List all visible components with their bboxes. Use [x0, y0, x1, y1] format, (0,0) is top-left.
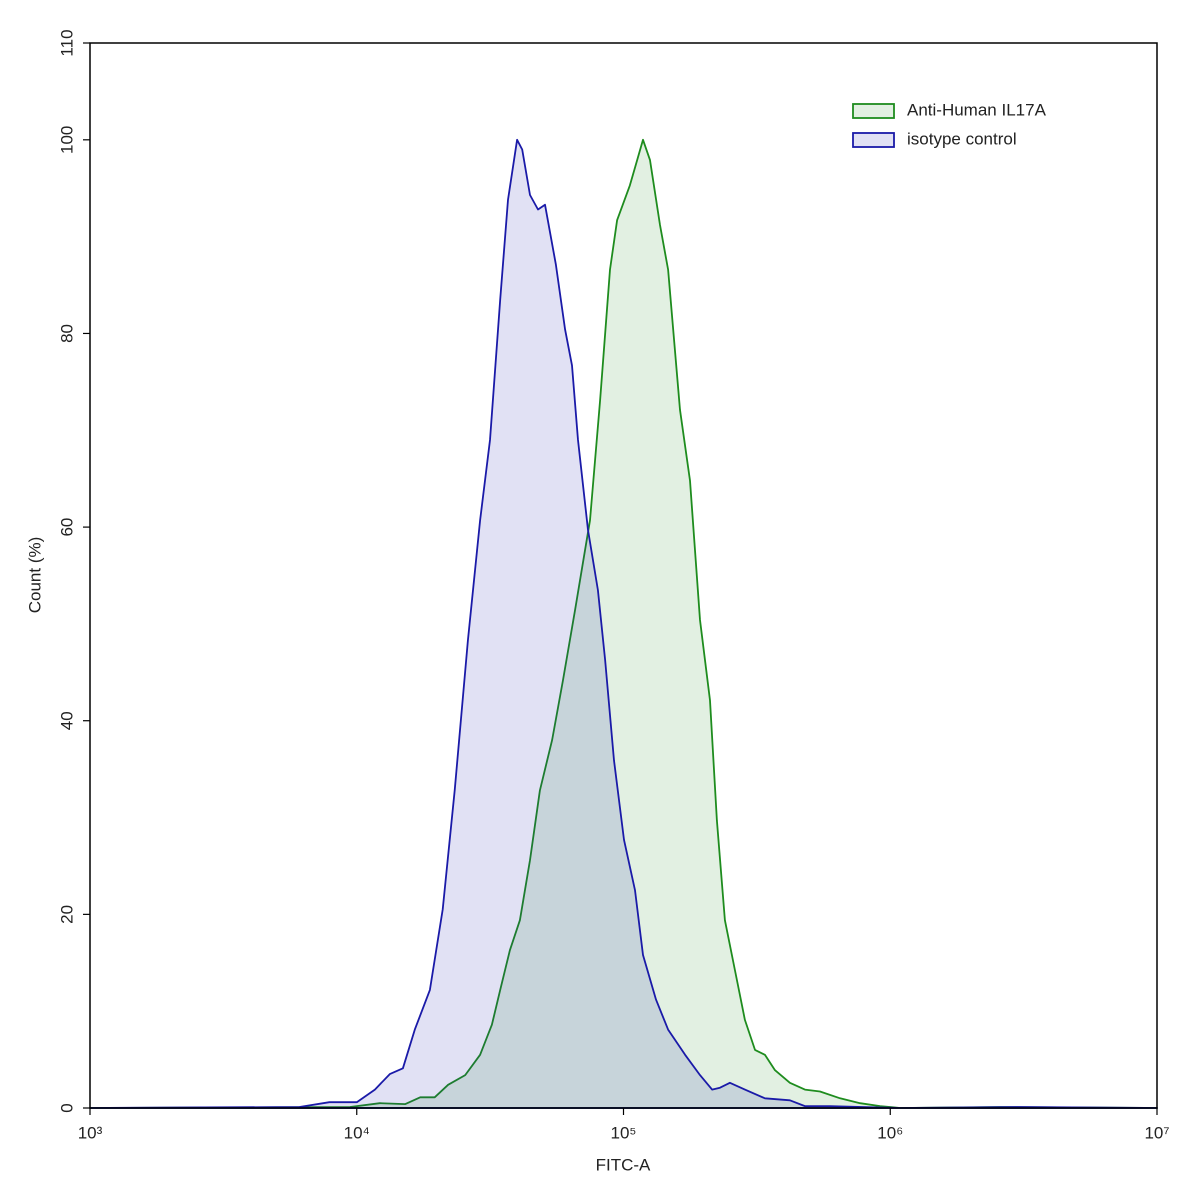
histogram-curve [89, 138, 1158, 1109]
y-tick-label: 60 [57, 518, 76, 537]
legend-swatch [852, 132, 895, 148]
legend-swatch [852, 103, 895, 119]
y-axis-label: Count (%) [25, 537, 44, 614]
y-tick-label: 0 [57, 1103, 76, 1112]
y-tick-label: 20 [57, 905, 76, 924]
x-tick-label: 10⁷ [1144, 1123, 1169, 1142]
y-tick-label: 40 [57, 711, 76, 730]
x-axis-label: FITC-A [596, 1155, 651, 1174]
x-tick-label: 10³ [78, 1123, 103, 1142]
legend-label: Anti-Human IL17A [907, 100, 1047, 119]
legend-label: isotype control [907, 129, 1017, 148]
y-tick-label: 110 [57, 29, 76, 56]
y-tick-label: 80 [57, 324, 76, 343]
x-tick-label: 10⁵ [611, 1123, 637, 1142]
x-tick-label: 10⁴ [344, 1123, 370, 1142]
x-tick-label: 10⁶ [877, 1123, 903, 1142]
histogram-curve [89, 138, 1158, 1109]
y-tick-label: 100 [57, 126, 76, 154]
